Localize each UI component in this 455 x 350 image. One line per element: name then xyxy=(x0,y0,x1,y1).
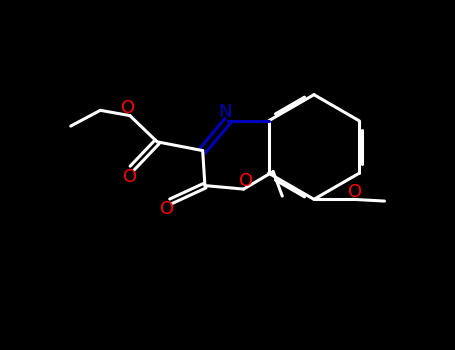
Text: O: O xyxy=(121,99,135,117)
Text: O: O xyxy=(348,183,362,201)
Text: N: N xyxy=(219,103,232,121)
Text: O: O xyxy=(160,200,174,218)
Text: O: O xyxy=(123,168,137,186)
Text: O: O xyxy=(239,173,253,190)
